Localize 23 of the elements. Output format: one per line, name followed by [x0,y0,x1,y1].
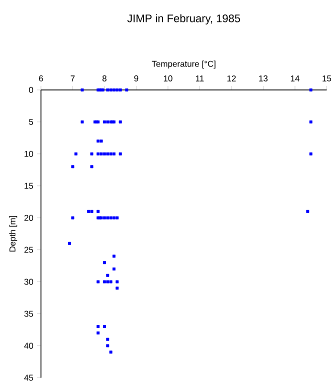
x-tick-label: 13 [259,75,268,82]
x-tick-label: 12 [228,75,236,82]
y-axis-title: Depth [m] [9,216,18,252]
x-tick-label: 6 [39,75,44,82]
y-tick-label: 0 [29,86,34,93]
y-tick-label: 10 [24,150,34,157]
x-axis-title: Temperature [°C] [152,60,216,69]
x-tick-label: 14 [291,76,300,82]
y-tick-label: 25 [24,246,34,253]
y-tick-label: 40 [24,342,34,349]
x-tick-label: 9 [134,75,138,82]
x-tick-label: 8 [102,75,107,82]
y-tick-label: 35 [24,310,34,317]
y-tick-label: 5 [29,118,34,125]
chart-title: JIMP in February, 1985 [127,14,240,24]
y-tick-label: 45 [24,374,34,381]
x-tick-label: 7 [70,76,75,82]
x-tick-label: 11 [196,76,204,82]
x-tick-label: 15 [322,75,332,82]
y-tick-label: 30 [24,278,34,285]
y-tick-label: 20 [24,214,34,221]
x-tick-label: 10 [164,75,172,82]
y-tick-label: 15 [24,182,34,189]
